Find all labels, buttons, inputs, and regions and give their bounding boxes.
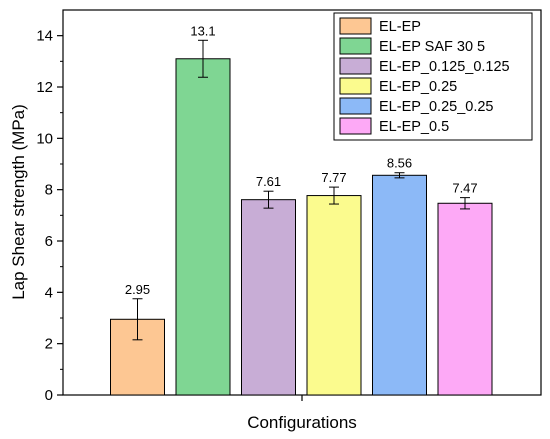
legend-label-1: EL-EP SAF 30 5 bbox=[379, 39, 485, 55]
legend-swatch-2 bbox=[339, 57, 372, 75]
bar-5 bbox=[437, 202, 493, 396]
data-label-4: 8.56 bbox=[387, 156, 412, 171]
legend-swatch-4 bbox=[339, 97, 372, 115]
y-tick-label-3: 6 bbox=[45, 233, 53, 250]
data-label-0: 2.95 bbox=[125, 282, 150, 297]
y-tick-label-2: 4 bbox=[45, 284, 53, 301]
legend-label-0: EL-EP bbox=[379, 19, 421, 35]
legend-label-5: EL-EP_0.5 bbox=[379, 119, 449, 135]
bars-group: 2.95 13.1 7.61 7.77 8.56 7.47 bbox=[110, 23, 493, 396]
data-label-1: 13.1 bbox=[190, 23, 215, 38]
legend: EL-EP EL-EP SAF 30 5 EL-EP_0.125_0.125 EL-E… bbox=[333, 12, 533, 141]
bar-4 bbox=[372, 174, 427, 396]
y-tick-label-7: 14 bbox=[36, 28, 53, 45]
legend-swatch-0 bbox=[339, 17, 372, 35]
y-tick-label-5: 10 bbox=[36, 130, 53, 147]
legend-swatch-3 bbox=[339, 77, 372, 95]
y-tick-label-1: 2 bbox=[45, 336, 53, 353]
y-tick-label-0: 0 bbox=[45, 387, 53, 404]
y-tick-label-6: 12 bbox=[36, 79, 53, 96]
legend-label-3: EL-EP_0.25 bbox=[379, 79, 457, 95]
legend-label-4: EL-EP_0.25_0.25 bbox=[379, 99, 493, 115]
y-tick-label-4: 8 bbox=[45, 182, 53, 199]
legend-items: EL-EP EL-EP SAF 30 5 EL-EP_0.125_0.125 EL-E… bbox=[339, 17, 510, 135]
bar-1 bbox=[175, 58, 231, 396]
legend-swatch-5 bbox=[339, 117, 372, 135]
y-axis-title: Lap Shear strength (MPa) bbox=[9, 104, 28, 300]
data-label-3: 7.77 bbox=[321, 170, 346, 185]
data-label-5: 7.47 bbox=[452, 181, 477, 196]
y-axis: 0 2 4 6 8 10 12 14 bbox=[36, 28, 63, 404]
legend-label-2: EL-EP_0.125_0.125 bbox=[379, 59, 510, 75]
bar-3 bbox=[306, 195, 362, 396]
data-label-2: 7.61 bbox=[256, 174, 281, 189]
bar-2 bbox=[241, 199, 296, 396]
legend-swatch-1 bbox=[339, 37, 372, 55]
x-axis-title: Configurations bbox=[247, 413, 357, 432]
